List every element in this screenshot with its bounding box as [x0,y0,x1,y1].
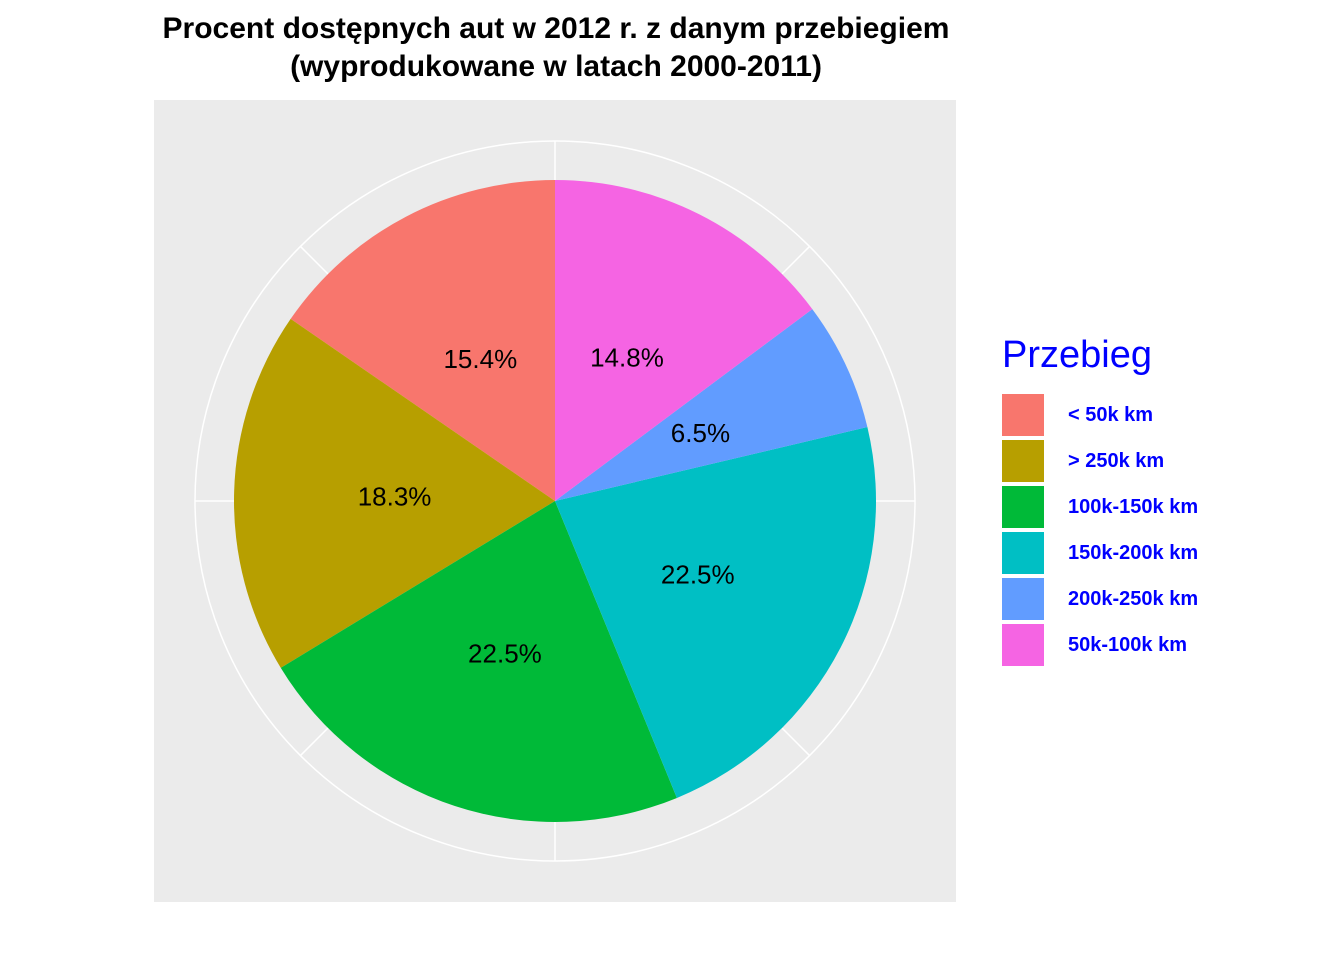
legend-items: < 50k km > 250k km 100k-150k km 150k-200k k… [1002,392,1322,668]
legend: Przebieg < 50k km > 250k km 100k-150k km 15… [1002,332,1322,668]
pie-slices [234,180,876,822]
slice-percent-label: 15.4% [443,344,517,374]
legend-item: 100k-150k km [1002,484,1322,530]
legend-label: 100k-150k km [1068,495,1199,518]
pie-slice [555,180,813,501]
chart-title: Procent dostępnych aut w 2012 r. z danym… [0,10,1112,86]
legend-item: < 50k km [1002,392,1322,438]
pie-slice [280,501,677,822]
chart-title-line-2: (wyprodukowane w latach 2000-2011) [290,50,822,83]
legend-label: 50k-100k km [1068,633,1187,656]
pie-slice [555,309,868,501]
legend-title: Przebieg [1002,334,1152,376]
legend-label: > 250k km [1068,449,1165,472]
slice-percent-label: 22.5% [468,638,542,668]
legend-item: > 250k km [1002,438,1322,484]
slice-labels: 15.4% 18.3% 22.5% 22.5% 6.5% 14.8% [358,343,735,669]
legend-color-key [1002,624,1044,666]
legend-color-key [1002,532,1044,574]
legend-label: 200k-250k km [1068,587,1199,610]
pie-slice [234,318,555,668]
pie-slice [290,180,555,501]
pie-slice [555,427,876,798]
legend-item: 150k-200k km [1002,530,1322,576]
legend-item: 50k-100k km [1002,622,1322,668]
legend-color-key [1002,486,1044,528]
legend-label: < 50k km [1068,403,1154,426]
chart-title-line-1: Procent dostępnych aut w 2012 r. z danym… [162,12,950,45]
slice-percent-label: 6.5% [671,418,730,448]
slice-percent-label: 18.3% [358,481,432,511]
slice-percent-label: 14.8% [590,343,664,373]
legend-label: 150k-200k km [1068,541,1199,564]
legend-color-key [1002,394,1044,436]
legend-color-key [1002,578,1044,620]
slice-percent-label: 22.5% [661,559,735,589]
legend-item: 200k-250k km [1002,576,1322,622]
legend-color-key [1002,440,1044,482]
